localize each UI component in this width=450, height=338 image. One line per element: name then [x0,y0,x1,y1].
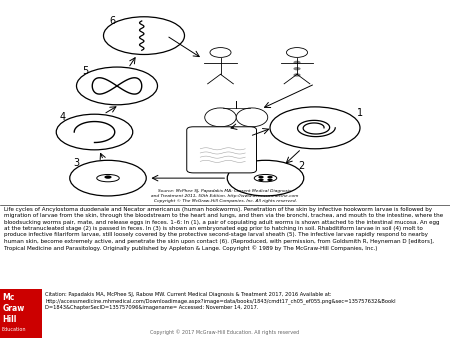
Circle shape [76,67,158,105]
Ellipse shape [254,174,277,182]
Circle shape [227,160,304,196]
Circle shape [56,114,133,150]
Circle shape [210,48,231,57]
Circle shape [293,73,301,77]
Text: 4: 4 [60,112,66,122]
Text: 2: 2 [298,161,305,171]
Circle shape [258,176,264,178]
Circle shape [270,107,360,149]
Text: Copyright © 2017 McGraw-Hill Education. All rights reserved: Copyright © 2017 McGraw-Hill Education. … [150,330,300,335]
Text: 6: 6 [109,16,116,26]
Circle shape [293,67,301,70]
Circle shape [104,17,184,54]
Text: 3: 3 [73,159,80,168]
Text: 1: 1 [357,108,363,118]
Circle shape [287,48,307,57]
Text: Education: Education [2,328,26,332]
Circle shape [267,176,273,178]
Text: 5: 5 [82,66,89,76]
Ellipse shape [236,108,268,127]
Text: Life cycles of Ancylostoma duodenale and Necator americanus (human hookworms). P: Life cycles of Ancylostoma duodenale and… [4,207,444,251]
Circle shape [267,178,273,181]
Text: Mc: Mc [2,293,14,302]
Circle shape [70,160,146,196]
FancyBboxPatch shape [0,289,42,338]
Circle shape [293,61,301,64]
Ellipse shape [205,108,236,127]
Text: Graw: Graw [2,304,24,313]
Text: Citation: Papadakis MA, McPhee SJ, Rabow MW. Current Medical Diagnosis & Treatme: Citation: Papadakis MA, McPhee SJ, Rabow… [45,292,396,310]
Circle shape [258,178,264,181]
Text: Source: McPhee SJ, Papadakis MA: Current Medical Diagnosis
and Treatment 2011, 5: Source: McPhee SJ, Papadakis MA: Current… [151,190,299,203]
Circle shape [104,175,112,179]
Text: Hill: Hill [2,315,17,323]
Ellipse shape [97,174,119,182]
FancyBboxPatch shape [187,127,256,173]
